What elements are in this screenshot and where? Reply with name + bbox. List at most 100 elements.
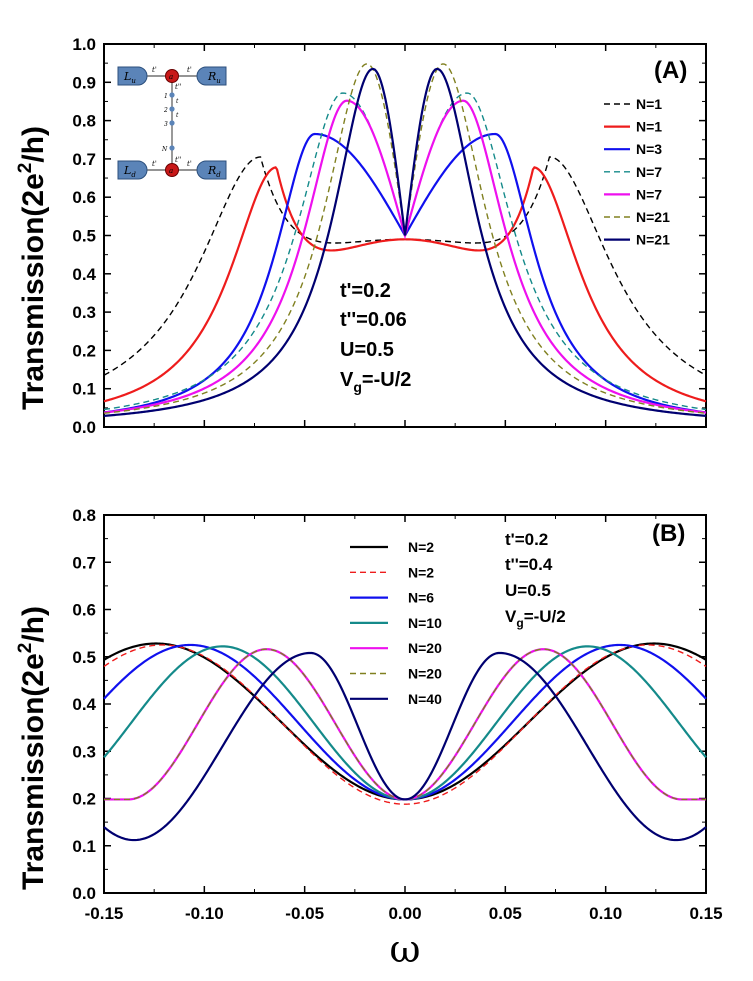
lead-ru-shape: [196, 66, 227, 86]
lead-ld-shape: [117, 160, 148, 180]
legend-label: N=1: [636, 96, 662, 112]
y-tick-label: 0.0: [72, 884, 96, 903]
y-tick-label: 0.4: [72, 695, 96, 714]
inset-lu-sub: u: [131, 77, 136, 85]
y-tick-label: 0.3: [72, 742, 96, 761]
inset-site-2-label: 2: [163, 107, 168, 114]
panel-b-frame: [103, 514, 707, 894]
y-tick-label: 0.0: [72, 418, 96, 437]
inset-ld-label: Ld: [123, 164, 136, 179]
param-vg-a: Vg=-U/2: [340, 369, 411, 395]
chain-site-2: [169, 106, 175, 112]
param-vg-a-tail: =-U/2: [362, 369, 411, 391]
y-tick-label: 0.6: [72, 188, 96, 207]
series-n-1-solid-line: [103, 166, 707, 403]
lead-lu-shape: [117, 66, 148, 86]
y-label-b-tail: /h): [17, 606, 50, 643]
param-t-double-prime-a: t''=0.06: [340, 309, 407, 331]
param-vg-a-main: V: [340, 369, 354, 391]
legend-label: N=7: [636, 164, 662, 180]
y-tick-label: 0.8: [72, 112, 96, 131]
legend-label: N=40: [408, 691, 442, 707]
y-axis-label-b: Transmission(2e2/h): [15, 606, 50, 890]
inset-hop-ur: t': [187, 66, 192, 74]
param-u-a: U=0.5: [340, 339, 394, 361]
chain-site-n: [169, 145, 175, 151]
x-tick-label: -0.10: [185, 904, 224, 923]
series-n-40-solid-line: [103, 651, 707, 842]
series-n-20-solid-line: [104, 648, 706, 801]
legend-label: N=21: [636, 232, 670, 248]
param-vg-b-sub: g: [516, 616, 523, 630]
dot-bottom: [165, 163, 179, 177]
param-t-prime-b: t'=0.2: [505, 530, 548, 549]
param-t-prime-a: t'=0.2: [340, 280, 391, 302]
y-tick-label: 0.5: [72, 227, 96, 246]
param-vg-b-tail: =-U/2: [524, 607, 566, 626]
legend-label: N=20: [408, 666, 442, 682]
inset-rd-label: Rd: [207, 164, 221, 179]
inset-hop-ul: t': [152, 66, 157, 74]
y-tick-label: 0.7: [72, 553, 96, 572]
series-n-2-dashed-line: [103, 644, 707, 805]
inset-site-n-label: N: [161, 146, 168, 153]
inset-schematic: Lu Ru Ld Rd a a t' t' t' t' t'' t'' 1 2 …: [117, 66, 227, 180]
y-tick-label: 0.9: [72, 73, 96, 92]
legend-label: N=2: [408, 539, 434, 555]
legend-label: N=1: [636, 119, 662, 135]
legend-label: N=21: [636, 209, 670, 225]
x-tick-label: 0.10: [589, 904, 622, 923]
inset-ru-sub: u: [216, 77, 221, 85]
series-n-7-dashed-line: [103, 92, 707, 411]
param-t-double-prime-b: t''=0.4: [505, 555, 553, 574]
panel-a-label: (A): [654, 57, 687, 84]
inset-hop2-top: t'': [175, 83, 182, 91]
inset-hop-dr: t': [187, 160, 192, 168]
inset-ru-main: R: [207, 70, 216, 83]
y-axis-label-a: Transmission(2e2/h): [15, 126, 50, 410]
lead-rd-shape: [196, 160, 227, 180]
y-label-a-sup: 2: [15, 163, 36, 174]
inset-t-2: t: [176, 112, 179, 119]
legend-label: N=6: [408, 590, 434, 606]
inset-hop-dl: t': [152, 160, 157, 168]
y-label-b-main: Transmission(2e: [17, 653, 50, 890]
panel-a: 0.0 0.1 0.2 0.3 0.4 0.5 0.6 0.7 0.8 0.9 1.0 N=1 N=1…: [72, 35, 707, 437]
dot-top: [165, 69, 179, 83]
x-tick-label: 0.15: [689, 904, 722, 923]
inset-hop2-bottom: t'': [175, 156, 182, 164]
series-n-21-solid-line: [103, 67, 707, 417]
inset-ru-label: Ru: [207, 70, 221, 85]
panel-b: 0.0 0.1 0.2 0.3 0.4 0.5 0.6 0.7 0.8 -0.15 -0.10 -0…: [72, 506, 722, 971]
y-tick-label: 0.2: [72, 790, 96, 809]
param-vg-a-sub: g: [353, 379, 362, 395]
y-tick-label: 0.7: [72, 150, 96, 169]
inset-dot-top-label: a: [169, 73, 173, 81]
y-tick-label: 0.5: [72, 648, 96, 667]
series-n-7-solid-line: [103, 99, 707, 414]
y-label-a-tail: /h): [17, 126, 50, 163]
y-tick-label: 0.2: [72, 341, 96, 360]
legend-label: N=2: [408, 564, 434, 580]
x-tick-label: -0.15: [85, 904, 124, 923]
x-tick-label: 0.00: [388, 904, 421, 923]
x-tick-label: 0.05: [489, 904, 522, 923]
chain-site-3: [169, 120, 175, 126]
legend-label: N=10: [408, 615, 442, 631]
y-tick-label: 0.1: [72, 380, 96, 399]
y-label-b-sup: 2: [15, 643, 36, 654]
inset-lu-main: L: [123, 70, 131, 83]
series-n-6-solid-line: [103, 643, 707, 801]
x-axis-label: ω: [390, 927, 421, 971]
inset-ld-main: L: [123, 164, 131, 177]
series-n-1-dashed-line: [103, 156, 707, 376]
param-vg-b-main: V: [505, 607, 517, 626]
series-n-10-solid-line: [103, 645, 707, 801]
y-tick-label: 1.0: [72, 35, 96, 54]
y-label-a-main: Transmission(2e: [17, 173, 50, 410]
series-n-20-dashed-line: [104, 648, 706, 801]
chain-site-1: [169, 92, 175, 98]
y-tick-label: 0.3: [72, 303, 96, 322]
y-tick-label: 0.8: [72, 506, 96, 525]
